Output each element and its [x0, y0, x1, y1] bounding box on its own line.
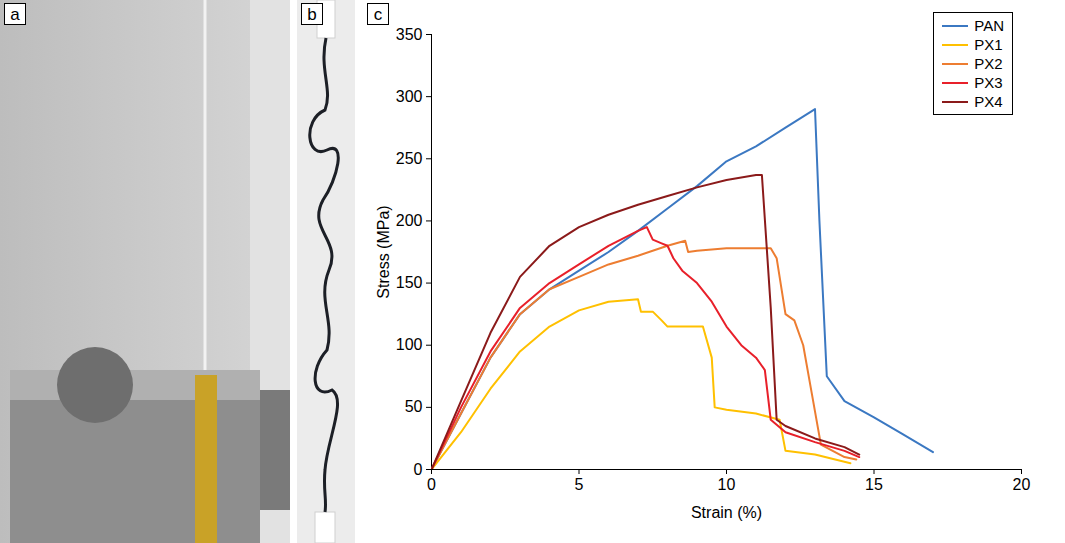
svg-text:Strain (%): Strain (%) [691, 504, 762, 521]
html-text:a: a [10, 5, 20, 24]
svg-text:Stress (MPa): Stress (MPa) [375, 205, 392, 298]
svg-text:100: 100 [396, 336, 423, 353]
svg-text:15: 15 [865, 476, 883, 493]
html-text:PX1: PX1 [974, 36, 1003, 53]
svg-text:350: 350 [396, 26, 423, 43]
svg-text:0: 0 [427, 476, 436, 493]
svg-text:20: 20 [1013, 476, 1031, 493]
svg-text:0: 0 [414, 461, 423, 478]
html-text:PX3: PX3 [974, 74, 1003, 91]
html-text:c: c [373, 5, 383, 24]
html-text:PAN: PAN [974, 17, 1004, 34]
html-text:b: b [307, 5, 317, 24]
svg-text:10: 10 [718, 476, 736, 493]
html-text:PX4: PX4 [974, 93, 1003, 110]
svg-text:5: 5 [575, 476, 584, 493]
html-text:PX2: PX2 [974, 55, 1003, 72]
svg-text:250: 250 [396, 150, 423, 167]
svg-text:50: 50 [405, 398, 423, 415]
svg-text:200: 200 [396, 212, 423, 229]
svg-text:300: 300 [396, 88, 423, 105]
svg-text:150: 150 [396, 274, 423, 291]
